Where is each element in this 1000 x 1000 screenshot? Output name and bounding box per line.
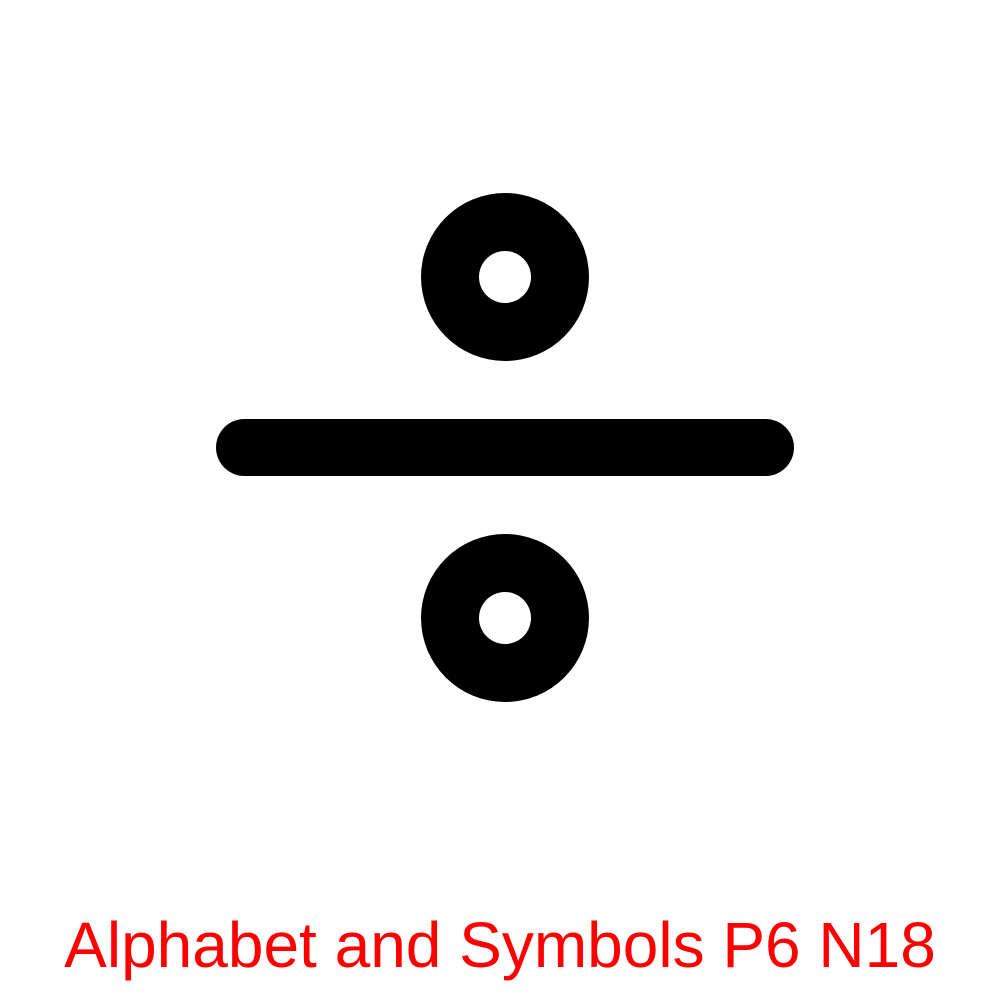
caption-text: Alphabet and Symbols P6 N18 — [64, 909, 936, 981]
top-dot-hole — [479, 251, 531, 303]
division-bar — [216, 419, 794, 476]
bottom-dot-hole — [479, 592, 531, 644]
